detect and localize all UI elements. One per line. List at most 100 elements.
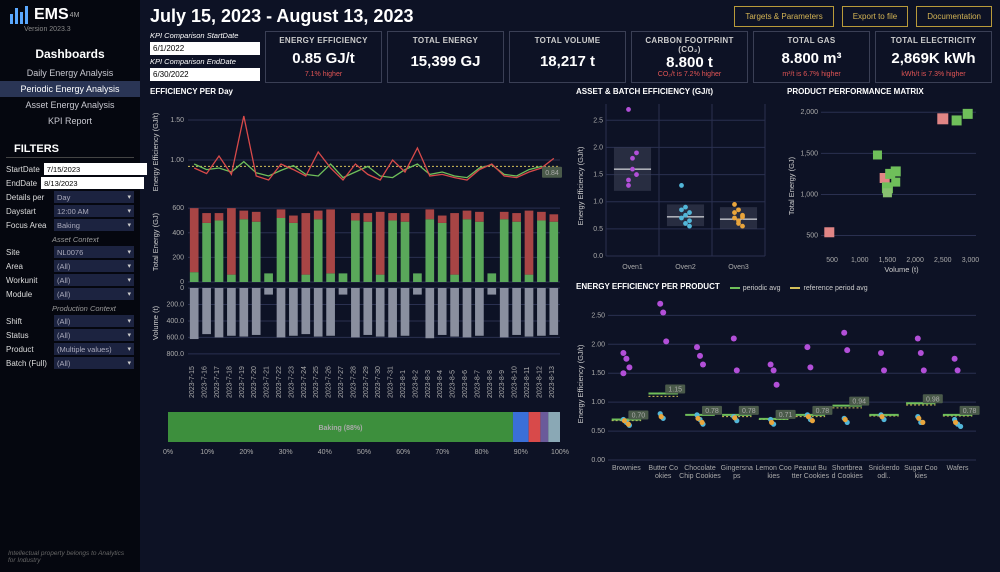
svg-text:1.50: 1.50 [170,117,184,124]
svg-text:Wafers: Wafers [947,465,969,472]
nav-item[interactable]: Periodic Energy Analysis [0,81,140,97]
filter-label: Module [6,290,50,299]
svg-text:500: 500 [826,257,838,264]
svg-text:2023-8-2: 2023-8-2 [412,370,419,398]
filter-label: Site [6,248,50,257]
efficiency-per-day-chart: Energy Efficiency (GJ/t)1.001.500.84Tota… [150,102,570,402]
kpi-title: TOTAL ELECTRICITY [882,36,985,45]
filter-section-label: Production Context [0,301,140,314]
filter-select[interactable]: (All) [54,260,134,272]
kpi-title: TOTAL VOLUME [516,36,619,45]
filter-label: Product [6,345,50,354]
logo-icon [10,6,28,24]
filter-select[interactable]: Day [54,191,134,203]
svg-text:0: 0 [180,285,184,292]
svg-text:0.84: 0.84 [545,170,559,177]
svg-text:okies: okies [655,473,672,480]
kpi-card: TOTAL ENERGY 15,399 GJ [387,31,504,83]
svg-text:90%: 90% [514,449,528,456]
svg-text:1.0: 1.0 [593,199,603,206]
svg-text:30%: 30% [279,449,293,456]
kpi-title: TOTAL ENERGY [394,36,497,45]
svg-text:Energy Efficiency (GJ/t): Energy Efficiency (GJ/t) [151,112,160,191]
filter-input[interactable] [41,177,144,189]
svg-text:200: 200 [172,254,184,261]
filter-select[interactable]: (All) [54,329,134,341]
svg-text:2023-7-25: 2023-7-25 [313,366,320,398]
filter-select[interactable]: (Multiple values) [54,343,134,355]
svg-text:Oven3: Oven3 [728,264,749,271]
svg-text:0%: 0% [163,449,173,456]
kpi-sub: CO₂/t is 7.2% higher [638,71,741,78]
asset-batch-chart: Energy Efficiency (GJ/t)0.00.51.01.52.02… [576,98,771,274]
nav-item[interactable]: Daily Energy Analysis [0,65,140,81]
focus-area-stacked-bar: Baking (88%)0%10%20%30%40%50%60%70%80%90… [150,406,570,462]
svg-text:2023-7-16: 2023-7-16 [202,366,209,398]
kpi-end-date[interactable] [150,68,260,81]
svg-text:Oven2: Oven2 [675,264,696,271]
svg-text:Snickerdo: Snickerdo [868,465,899,472]
nav-title: Dashboards [0,45,140,65]
filter-select[interactable]: (All) [54,274,134,286]
kpi-card: TOTAL VOLUME 18,217 t [509,31,626,83]
svg-text:2023-7-26: 2023-7-26 [326,366,333,398]
product-matrix-chart: Total Energy (GJ)Volume (t)5001,0001,500… [787,98,982,274]
top-button[interactable]: Documentation [916,6,992,27]
svg-text:2023-8-13: 2023-8-13 [549,366,556,398]
svg-text:2,500: 2,500 [934,257,952,264]
filter-label: Focus Area [6,221,50,230]
filter-label: Shift [6,317,50,326]
svg-text:50%: 50% [357,449,371,456]
svg-text:0.50: 0.50 [591,428,605,435]
svg-text:2023-7-29: 2023-7-29 [363,366,370,398]
svg-text:0.70: 0.70 [632,412,646,419]
top-button[interactable]: Targets & Parameters [734,6,833,27]
svg-text:0.94: 0.94 [852,398,866,405]
kpi-card: CARBON FOOTPRINT (CO₂)8.800 tCO₂/t is 7.… [631,31,748,83]
filter-label: Details per [6,193,50,202]
legend-item: reference period avg [790,285,867,292]
top-button[interactable]: Export to file [842,6,908,27]
filter-label: Area [6,262,50,271]
app-name: EMS [34,6,69,24]
date-range: July 15, 2023 - August 13, 2023 [150,6,413,27]
kpi-value: 15,399 GJ [394,53,497,70]
svg-text:Total Energy (GJ): Total Energy (GJ) [151,212,160,271]
svg-text:1,000: 1,000 [800,191,818,198]
svg-text:3,000: 3,000 [962,257,980,264]
kpi-card: ENERGY EFFICIENCY0.85 GJ/t7.1% higher [265,31,382,83]
svg-text:2023-7-24: 2023-7-24 [301,366,308,398]
filter-select[interactable]: Baking [54,219,134,231]
filter-select[interactable]: (All) [54,315,134,327]
svg-text:0.00: 0.00 [591,457,605,464]
filter-select[interactable]: 12:00 AM [54,205,134,217]
svg-text:Butter Co: Butter Co [648,465,678,472]
svg-text:Chocolate: Chocolate [684,465,716,472]
kpi-title: ENERGY EFFICIENCY [272,36,375,45]
filter-select[interactable]: (All) [54,357,134,369]
filter-section-label: Asset Context [0,232,140,245]
svg-text:70%: 70% [435,449,449,456]
kpi-start-date[interactable] [150,42,260,55]
svg-text:Energy Efficiency (GJ/t): Energy Efficiency (GJ/t) [576,146,585,225]
svg-text:2023-8-10: 2023-8-10 [512,366,519,398]
svg-text:2023-8-8: 2023-8-8 [487,370,494,398]
svg-text:2023-7-27: 2023-7-27 [338,366,345,398]
svg-text:2023-8-5: 2023-8-5 [450,370,457,398]
kpi-value: 2,869K kWh [882,50,985,67]
filter-input[interactable] [44,163,147,175]
eff-day-title: EFFICIENCY PER Day [150,87,570,98]
filter-select[interactable]: NL0076 [54,246,134,258]
kpi-value: 18,217 t [516,53,619,70]
filter-label: Workunit [6,276,50,285]
top-buttons: Targets & Parameters Export to file Docume… [734,6,992,27]
filter-select[interactable]: (All) [54,288,134,300]
nav-item[interactable]: KPI Report [0,113,140,129]
svg-text:Baking (88%): Baking (88%) [318,425,362,432]
svg-text:800.0: 800.0 [166,351,184,358]
nav-item[interactable]: Asset Energy Analysis [0,97,140,113]
svg-text:Volume (t): Volume (t) [151,305,160,340]
filter-label: Batch (Full) [6,359,50,368]
logo: EMS 4M [0,6,140,26]
svg-text:2023-7-21: 2023-7-21 [264,366,271,398]
